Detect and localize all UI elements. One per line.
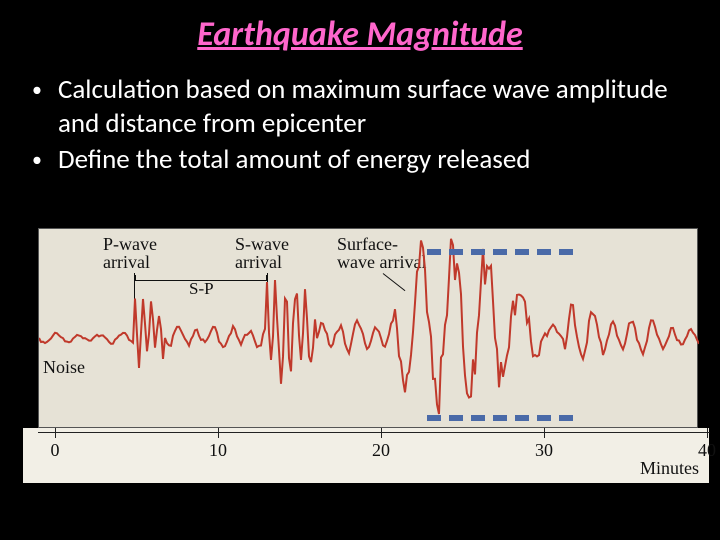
bullet-dot-icon: • — [32, 73, 58, 107]
axis-label: Minutes — [640, 458, 699, 479]
axis-tick — [381, 428, 382, 438]
axis-tick — [55, 428, 56, 438]
axis-tick-label: 30 — [535, 440, 553, 461]
axis-tick-label: 40 — [698, 440, 716, 461]
bullet-text: Calculation based on maximum surface wav… — [58, 73, 688, 141]
axis-tick-label: 20 — [372, 440, 390, 461]
axis-baseline — [38, 432, 710, 433]
axis-tick — [218, 428, 219, 438]
list-item: • Define the total amount of energy rele… — [0, 143, 720, 179]
seismogram-figure: P-wavearrival S-wavearrival Surface-wave… — [8, 228, 712, 483]
page-title: Earthquake Magnitude — [0, 0, 720, 73]
seismogram-panel: P-wavearrival S-wavearrival Surface-wave… — [38, 228, 698, 428]
seismogram-waveform — [39, 229, 699, 429]
axis-tick-label: 0 — [51, 440, 60, 461]
time-axis: 010203040 Minutes — [23, 428, 709, 483]
bullet-list: • Calculation based on maximum surface w… — [0, 73, 720, 179]
list-item: • Calculation based on maximum surface w… — [0, 73, 720, 143]
bullet-dot-icon: • — [32, 143, 58, 177]
axis-tick — [544, 428, 545, 438]
axis-tick — [707, 428, 708, 438]
axis-tick-label: 10 — [209, 440, 227, 461]
amplitude-marker-bottom — [427, 415, 573, 421]
bullet-text: Define the total amount of energy releas… — [58, 143, 531, 177]
amplitude-marker-top — [427, 249, 573, 255]
